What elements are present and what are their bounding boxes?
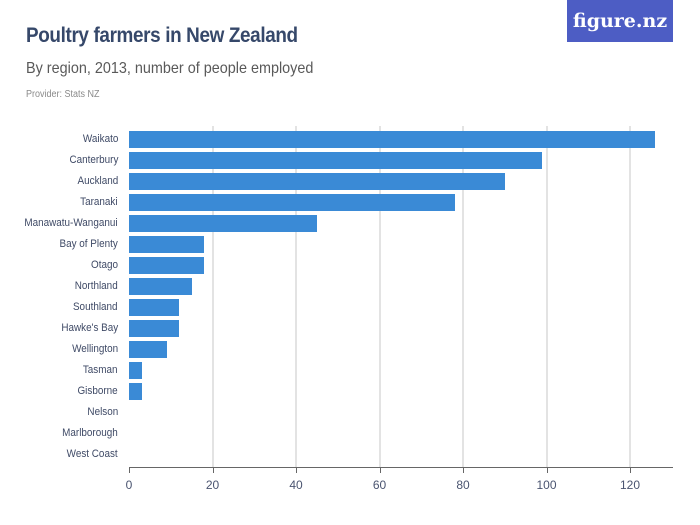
category-label: Hawke's Bay	[61, 322, 118, 334]
bar[interactable]	[129, 362, 142, 379]
category-label: Taranaki	[80, 196, 118, 208]
category-label: Waikato	[82, 133, 118, 145]
gridline	[211, 126, 214, 468]
category-label: Manawatu-Wanganui	[24, 217, 118, 229]
category-label: Wellington	[71, 343, 118, 355]
plot-area	[129, 126, 673, 468]
bar[interactable]	[129, 194, 455, 211]
x-tick	[630, 468, 631, 473]
bar[interactable]	[129, 131, 656, 148]
x-tick	[296, 468, 297, 473]
category-label: Tasman	[83, 364, 118, 376]
category-label: Otago	[91, 259, 118, 271]
bar[interactable]	[129, 383, 142, 400]
gridline	[378, 126, 381, 468]
x-axis-line	[129, 467, 673, 468]
x-tick-label: 80	[456, 478, 470, 492]
x-tick-label: 60	[372, 478, 387, 492]
x-tick	[463, 468, 464, 473]
bar[interactable]	[129, 152, 543, 169]
chart-title: Poultry farmers in New Zealand	[26, 24, 298, 47]
category-label: Canterbury	[69, 154, 118, 166]
x-tick	[129, 468, 130, 473]
x-tick	[379, 468, 381, 473]
gridline	[629, 126, 631, 468]
category-label: Auckland	[77, 175, 118, 187]
x-tick-label: 100	[536, 478, 557, 492]
category-label: Gisborne	[77, 385, 118, 397]
chart-subtitle: By region, 2013, number of people employ…	[26, 60, 314, 77]
x-tick-label: 40	[289, 478, 303, 492]
category-label: Northland	[75, 280, 118, 292]
bar[interactable]	[129, 320, 180, 337]
bar[interactable]	[129, 236, 205, 253]
category-label: Marlborough	[62, 427, 118, 439]
bar[interactable]	[129, 215, 317, 232]
bar[interactable]	[129, 341, 167, 358]
category-label: West Coast	[67, 448, 118, 460]
x-tick-label: 120	[619, 478, 641, 492]
x-tick	[212, 468, 214, 473]
bar[interactable]	[129, 278, 192, 295]
x-tick	[546, 468, 548, 473]
x-tick-label: 20	[205, 478, 220, 492]
figure-nz-logo[interactable]: figure.nz	[567, 0, 673, 42]
gridline	[462, 126, 464, 468]
x-tick-label: 0	[125, 478, 133, 492]
provider-note: Provider: Stats NZ	[26, 89, 100, 100]
bar[interactable]	[129, 173, 505, 190]
category-label: Bay of Plenty	[59, 238, 118, 250]
gridline	[295, 126, 297, 468]
bar[interactable]	[129, 257, 205, 274]
gridline	[545, 126, 548, 468]
category-label: Southland	[73, 301, 118, 313]
bar[interactable]	[129, 299, 180, 316]
category-label: Nelson	[87, 406, 118, 418]
